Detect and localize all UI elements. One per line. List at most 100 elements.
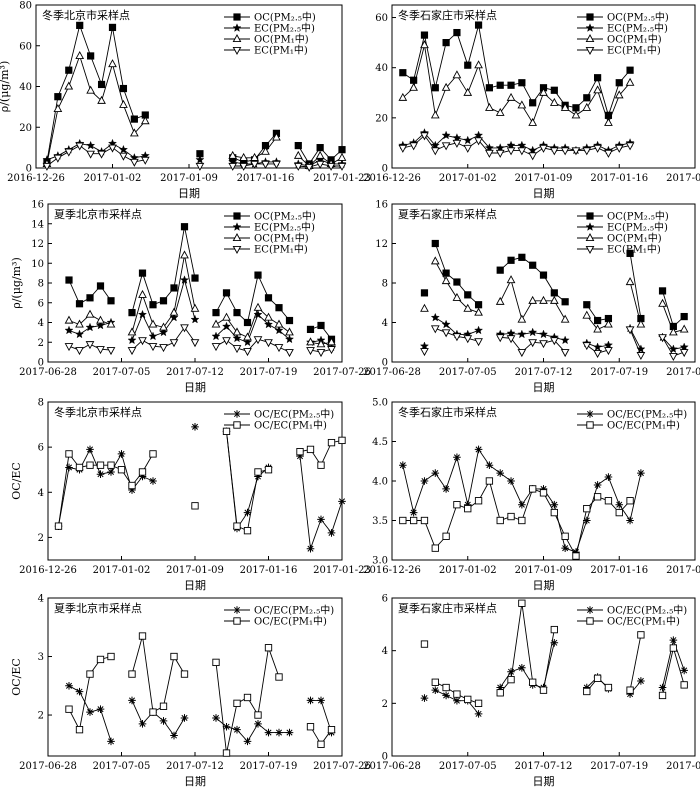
y-tick-label: 3	[38, 652, 44, 663]
data-point	[272, 132, 281, 141]
legend: OC/EC(PM₂.₅中)OC/EC(PM₁中)	[224, 604, 334, 628]
data-point	[636, 319, 646, 328]
data-point	[86, 670, 94, 678]
series-1	[65, 223, 336, 343]
x-tick-label: 2017-07-05	[439, 761, 497, 772]
data-point	[42, 162, 52, 171]
legend-marker	[585, 245, 595, 254]
x-tick-label: 2017-07-19	[590, 367, 648, 378]
data-point	[86, 708, 94, 716]
x-tick-label: 2017-07-26	[313, 367, 371, 378]
data-point	[107, 468, 115, 476]
legend-label: OC/EC(PM₂.₅中)	[607, 604, 687, 617]
series-line	[299, 456, 343, 549]
x-axis-label: 日期	[533, 381, 555, 394]
data-point	[495, 149, 505, 158]
series-line	[46, 23, 146, 162]
y-tick-label: 4	[382, 646, 388, 657]
legend-label: OC/EC(PM₁中)	[607, 419, 680, 432]
data-point	[212, 714, 220, 722]
data-point	[190, 303, 200, 312]
data-point	[517, 329, 527, 339]
data-point	[474, 497, 483, 505]
data-point	[243, 348, 252, 357]
y-tick-label: 0	[382, 164, 388, 175]
legend-label: OC(PM₁中)	[607, 33, 662, 46]
data-point	[430, 325, 440, 334]
data-point	[243, 737, 252, 746]
legend-label: OC(PM₂.₅中)	[607, 11, 669, 24]
data-point	[127, 335, 137, 345]
legend-marker	[585, 23, 595, 32]
y-axis-label: OC/EC	[10, 658, 23, 696]
data-point	[138, 468, 147, 476]
data-point	[170, 731, 178, 740]
data-point	[399, 461, 407, 469]
data-point	[528, 295, 538, 304]
x-tick-label: 2017-01-23	[313, 173, 371, 184]
data-point	[474, 301, 483, 309]
x-tick-label: 2017-01-09	[515, 565, 573, 576]
data-point	[464, 505, 472, 513]
data-point	[507, 81, 515, 89]
data-point	[474, 21, 483, 29]
data-point	[593, 493, 602, 501]
data-point	[549, 97, 559, 106]
data-point	[604, 683, 613, 692]
data-point	[441, 329, 451, 338]
data-point	[65, 681, 73, 690]
data-point	[96, 282, 105, 290]
data-point	[464, 695, 472, 704]
data-point	[464, 61, 472, 69]
data-point	[615, 500, 624, 509]
data-point	[64, 81, 74, 90]
data-point	[496, 516, 504, 525]
data-point	[170, 652, 178, 661]
data-point	[430, 147, 440, 156]
data-point	[75, 50, 85, 59]
series-line	[58, 448, 154, 527]
y-tick-label: 6	[38, 443, 44, 454]
series-line	[402, 132, 631, 151]
data-point	[420, 694, 429, 702]
legend-marker	[232, 23, 242, 32]
data-point	[159, 322, 168, 331]
data-point	[506, 147, 516, 156]
series-4	[42, 142, 347, 172]
data-point	[453, 278, 461, 286]
y-tick-label: 6	[382, 594, 388, 605]
data-point	[239, 162, 249, 171]
x-tick-label: 2017-01-02	[84, 173, 142, 184]
data-point	[306, 544, 315, 553]
data-point	[96, 655, 105, 664]
data-point	[517, 314, 527, 323]
data-point	[603, 340, 613, 350]
x-tick-label: 2017-01-23	[313, 565, 371, 576]
data-point	[140, 156, 150, 165]
y-tick-label: 40	[375, 63, 388, 74]
data-point	[285, 728, 294, 737]
series-2	[419, 312, 689, 354]
data-point	[326, 162, 336, 171]
data-point	[127, 327, 137, 336]
panel-title: 冬季石家庄市采样点	[398, 8, 497, 22]
data-point	[54, 522, 63, 530]
legend-label: OC/EC(PM₂.₅中)	[254, 408, 334, 421]
series-line	[402, 479, 631, 558]
panel-title: 冬季北京市采样点	[42, 8, 130, 22]
legend-label: OC(PM₁中)	[254, 232, 309, 245]
series-2	[65, 632, 336, 757]
data-point	[668, 353, 678, 362]
data-point	[549, 295, 559, 304]
series-line	[299, 439, 343, 467]
y-tick-label: 12	[375, 239, 388, 250]
data-point	[474, 710, 483, 718]
data-point	[452, 133, 462, 142]
y-tick-label: 0	[382, 358, 388, 369]
data-point	[338, 146, 346, 154]
data-point	[149, 708, 157, 716]
data-point	[507, 512, 515, 521]
data-point	[75, 463, 84, 472]
data-point	[453, 501, 461, 509]
data-point	[496, 266, 504, 274]
